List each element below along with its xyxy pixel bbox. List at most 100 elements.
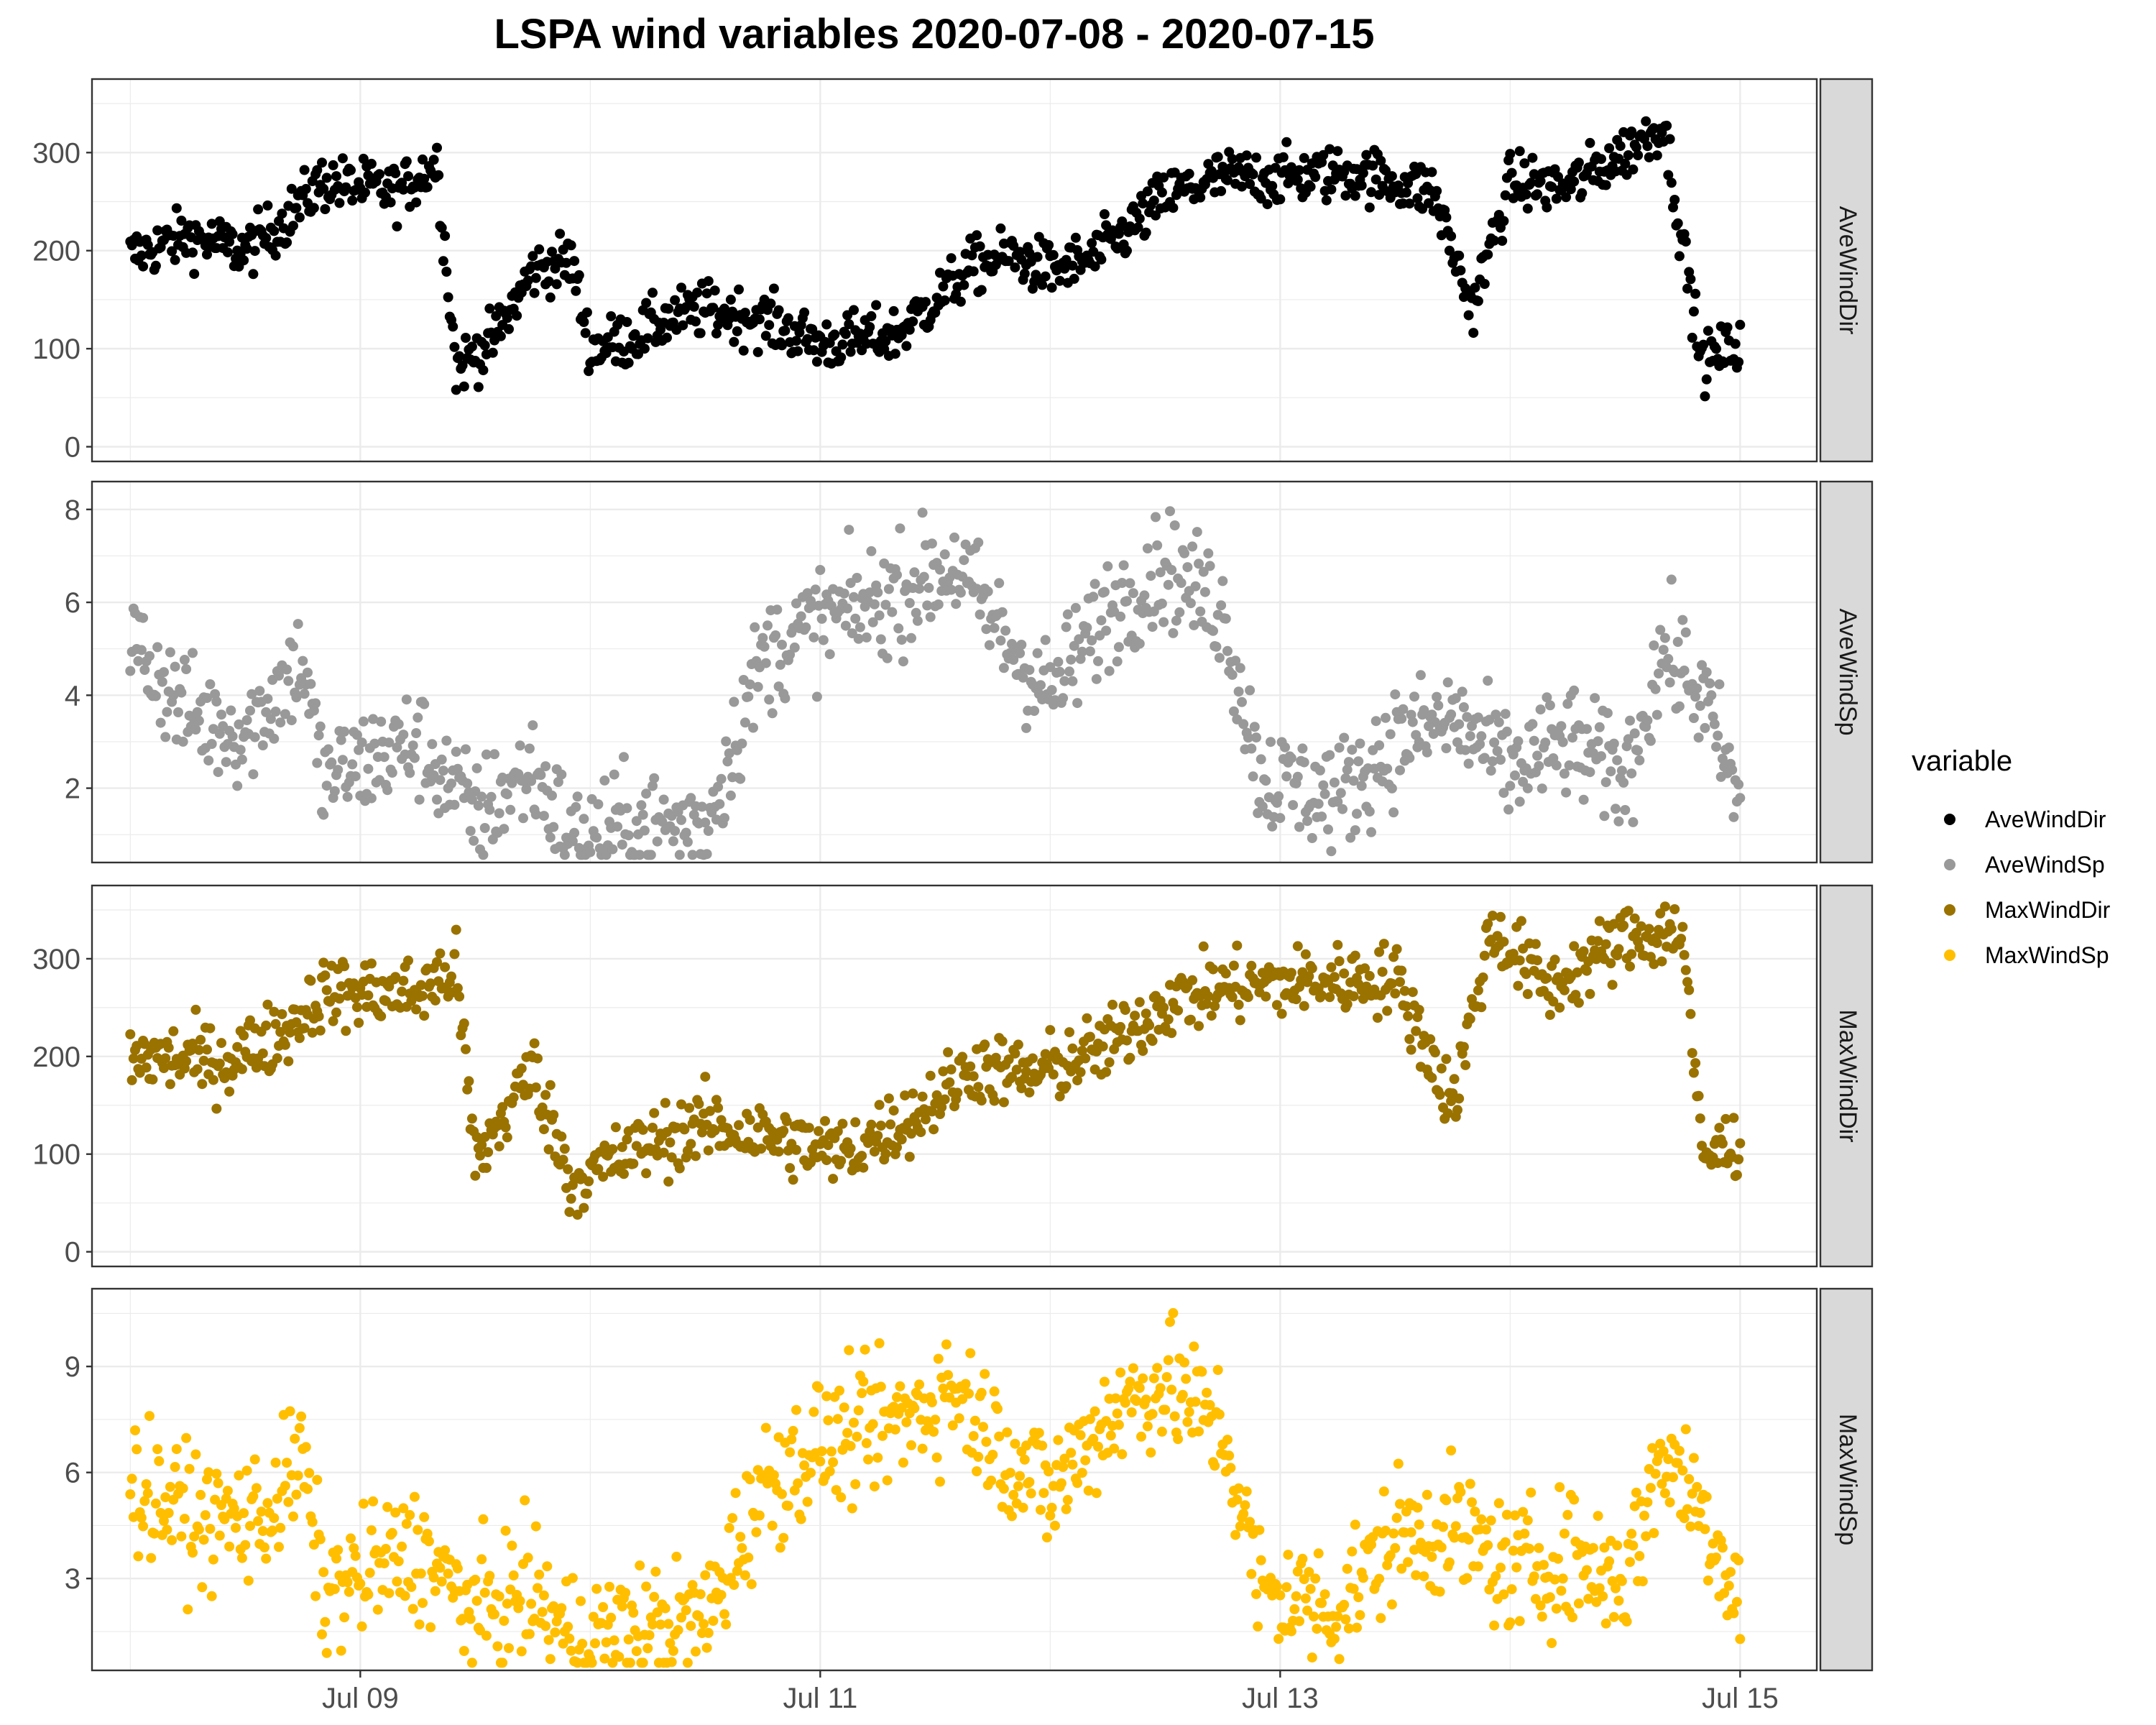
data-point [1438,1522,1448,1532]
data-point [243,1576,254,1586]
data-point [652,1607,663,1618]
data-point [1115,611,1126,622]
data-point [1498,1589,1509,1600]
data-point [146,1552,157,1563]
data-point [1334,956,1345,967]
data-point [516,1063,527,1074]
data-point [1024,1477,1035,1487]
data-point [1680,1424,1691,1435]
data-point [1676,934,1687,944]
data-point [1728,1608,1739,1619]
data-point [904,1151,915,1162]
data-point [687,850,698,860]
data-point [1212,1365,1223,1375]
data-point [1561,787,1572,798]
data-point [816,613,827,624]
data-point [593,799,604,809]
data-point [1680,236,1691,247]
data-point [530,1521,541,1532]
data-point [270,707,281,717]
legend-label: MaxWindDir [1985,897,2111,923]
data-point [832,1126,843,1136]
data-point [1352,1622,1362,1633]
data-point [725,294,736,305]
data-point [305,975,316,986]
data-point [995,223,1006,234]
x-tick-label: Jul 13 [1242,1683,1319,1714]
data-point [1374,740,1385,750]
data-point [849,592,859,602]
data-point [1403,1011,1414,1021]
data-point [259,1542,270,1552]
data-point [1326,962,1337,972]
data-point [1412,193,1423,203]
data-point [1450,693,1461,704]
data-point [1644,152,1654,162]
data-point [176,687,187,698]
data-point [285,1406,295,1417]
data-point [1395,977,1405,988]
data-point [896,330,907,341]
data-point [1608,1611,1619,1622]
data-point [785,1447,796,1458]
data-point [1657,1478,1667,1489]
data-point [397,1541,407,1552]
data-point [973,537,984,548]
data-point [847,1503,857,1514]
data-point [743,1552,754,1563]
data-point [452,1563,463,1574]
data-point [1454,1093,1465,1104]
data-point [1616,1576,1627,1586]
data-point [1386,1599,1397,1610]
data-point [1273,1634,1284,1644]
data-point [232,781,243,791]
data-point [234,1470,244,1481]
data-point [952,1087,963,1098]
data-point [699,1619,709,1629]
data-point [1415,670,1426,681]
data-point [617,840,627,850]
data-point [1645,1483,1656,1494]
data-point [1299,1000,1309,1011]
data-point [740,308,750,318]
data-point [270,1018,281,1029]
data-point [904,324,915,335]
data-point [545,1080,556,1090]
data-point [441,267,452,277]
data-point [1155,1383,1166,1394]
data-point [1089,579,1100,589]
data-point [1491,1570,1501,1581]
data-point [1429,1047,1440,1058]
data-point [1251,732,1261,743]
data-point [648,1619,658,1630]
data-point [1248,169,1258,180]
data-point [1171,615,1181,626]
data-point [459,1018,469,1029]
data-point [508,1570,519,1581]
data-point [1156,1426,1167,1437]
data-point [349,1543,359,1553]
data-point [1321,195,1332,206]
data-point [1368,160,1378,171]
data-point [1235,1521,1245,1532]
data-point [1254,1524,1265,1535]
data-point [1708,712,1718,722]
data-point [205,679,216,689]
data-point [1508,193,1519,203]
data-point [1473,1561,1483,1572]
data-point [1647,1443,1658,1453]
data-point [703,1627,714,1638]
data-point [483,1147,494,1157]
data-point [1345,832,1356,843]
data-point [714,799,725,809]
data-point [526,776,537,786]
data-point [1659,1488,1670,1499]
data-point [1446,1096,1457,1107]
data-point [1651,150,1662,161]
data-point [951,599,962,610]
data-point [1522,1515,1533,1526]
data-point [294,1422,305,1433]
data-point [1608,738,1619,749]
data-point [1313,1548,1324,1559]
data-point [540,1621,551,1632]
